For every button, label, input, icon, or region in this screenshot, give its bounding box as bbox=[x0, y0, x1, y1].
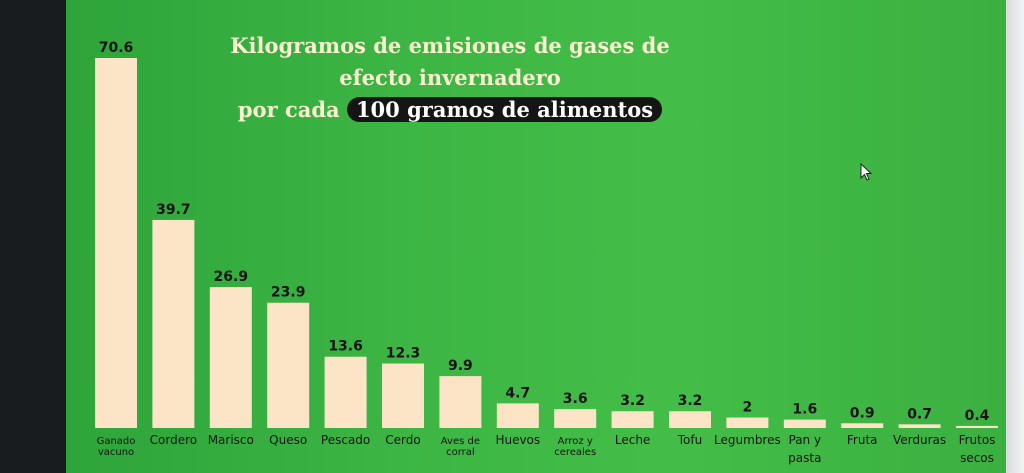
category-label-huevos: Huevos bbox=[495, 433, 540, 447]
category-label-aves-de-corral: Aves de corral bbox=[441, 436, 480, 458]
bar-arroz-y-cereales bbox=[554, 409, 597, 428]
category-label-verduras: Verduras bbox=[893, 433, 946, 447]
bar-aves-de-corral bbox=[439, 376, 482, 428]
bar-pan-y-pasta bbox=[783, 419, 826, 428]
chart-title-prefix: por cada bbox=[237, 97, 347, 122]
bar-fruta bbox=[841, 423, 884, 428]
category-label-queso: Queso bbox=[269, 433, 307, 447]
value-label-huevos: 4.7 bbox=[505, 385, 530, 401]
bar-huevos bbox=[496, 403, 539, 428]
category-label-arroz-y-cereales: Arroz y cereales bbox=[554, 436, 596, 458]
category-label-ganado-vacuno: Ganado vacuno bbox=[97, 436, 136, 458]
category-label-marisco: Marisco bbox=[208, 433, 254, 447]
category-label-frutos-secos: Frutos secos bbox=[959, 433, 996, 465]
value-label-pescado: 13.6 bbox=[328, 339, 363, 355]
bar-marisco bbox=[209, 287, 252, 428]
value-label-cordero: 39.7 bbox=[156, 202, 191, 218]
monitor-bezel bbox=[1006, 0, 1024, 473]
value-label-verduras: 0.7 bbox=[907, 406, 932, 422]
category-label-legumbres: Legumbres bbox=[714, 433, 781, 447]
value-label-arroz-y-cereales: 3.6 bbox=[563, 391, 588, 407]
value-label-fruta: 0.9 bbox=[850, 405, 875, 421]
bar-verduras bbox=[898, 424, 941, 428]
chart-title-highlight: 100 gramos de alimentos bbox=[346, 97, 663, 122]
bar-ganado-vacuno bbox=[95, 58, 137, 428]
value-label-pan-y-pasta: 1.6 bbox=[792, 402, 817, 418]
value-label-queso: 23.9 bbox=[271, 285, 306, 301]
category-label-fruta: Fruta bbox=[847, 433, 878, 447]
value-label-ganado-vacuno: 70.6 bbox=[99, 40, 134, 56]
value-label-leche: 3.2 bbox=[620, 393, 645, 409]
value-label-legumbres: 2 bbox=[743, 400, 753, 416]
category-label-tofu: Tofu bbox=[677, 433, 702, 447]
category-label-leche: Leche bbox=[615, 433, 650, 447]
category-label-pescado: Pescado bbox=[321, 433, 370, 447]
category-label-cerdo: Cerdo bbox=[385, 433, 420, 447]
value-label-tofu: 3.2 bbox=[678, 393, 703, 409]
bar-cerdo bbox=[382, 363, 424, 428]
value-label-aves-de-corral: 9.9 bbox=[448, 358, 473, 374]
bar-queso bbox=[267, 302, 310, 428]
chart-title: Kilogramos de emisiones de gases de efec… bbox=[200, 30, 700, 126]
bar-leche bbox=[611, 411, 654, 428]
chart-title-line1: Kilogramos de emisiones de gases de efec… bbox=[230, 33, 670, 90]
bar-tofu bbox=[669, 411, 711, 428]
category-label-pan-y-pasta: Pan y pasta bbox=[788, 433, 821, 465]
value-label-marisco: 26.9 bbox=[214, 269, 249, 285]
value-label-cerdo: 12.3 bbox=[386, 346, 421, 362]
bar-frutos-secos bbox=[956, 425, 998, 428]
value-label-frutos-secos: 0.4 bbox=[965, 408, 990, 424]
chart-title-line2: por cada 100 gramos de alimentos bbox=[200, 94, 700, 126]
bar-pescado bbox=[324, 356, 367, 428]
bar-legumbres bbox=[726, 417, 769, 428]
bar-cordero bbox=[152, 219, 195, 428]
mouse-cursor-icon bbox=[860, 163, 872, 181]
category-label-cordero: Cordero bbox=[150, 433, 197, 447]
